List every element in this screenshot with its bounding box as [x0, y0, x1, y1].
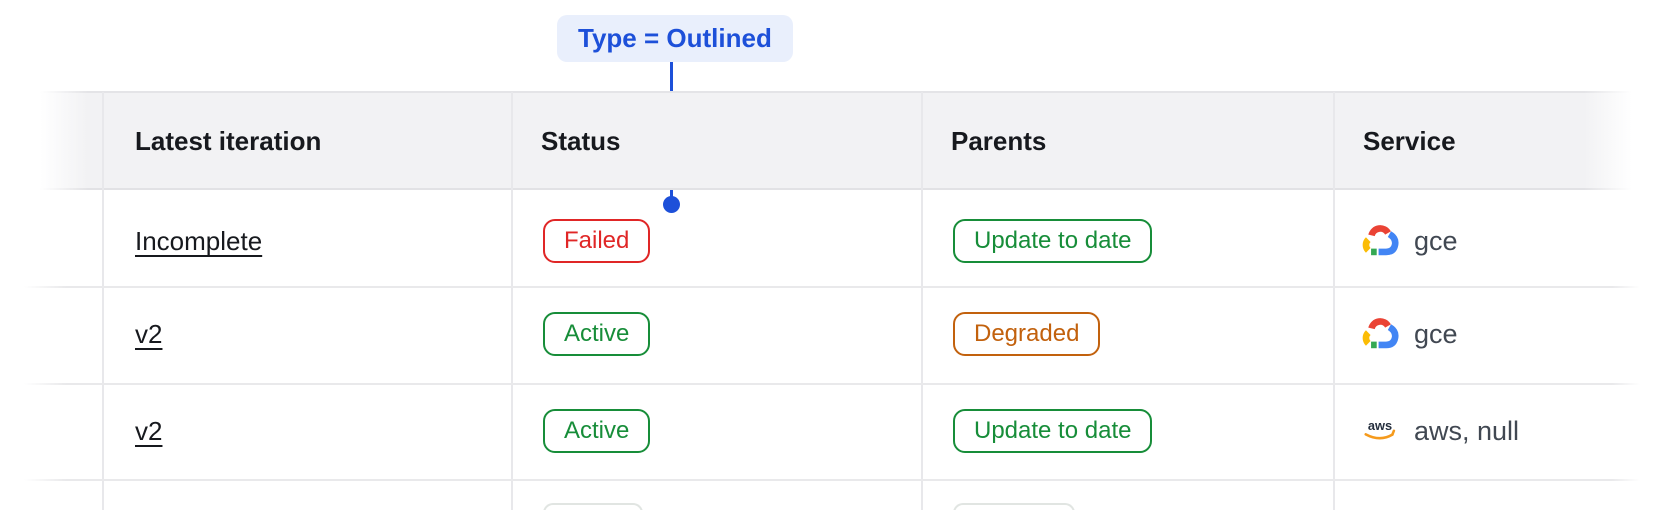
- column-border-1: [102, 92, 104, 510]
- annotation-pill: Type = Outlined: [557, 15, 793, 62]
- latest-iteration-link[interactable]: Incomplete: [135, 226, 263, 256]
- svg-text:aws: aws: [1368, 418, 1392, 433]
- gcp-icon: [1362, 318, 1399, 349]
- column-border-4: [1333, 92, 1335, 510]
- service-label: aws, null: [1414, 416, 1520, 446]
- status-badge: Failed: [543, 219, 651, 263]
- column-border-2: [511, 92, 513, 510]
- table-header-row: [40, 93, 1632, 188]
- row-separator: [24, 286, 1640, 288]
- cutoff-badge-top: [953, 503, 1075, 510]
- gcp-icon: [1362, 225, 1399, 256]
- row-separator: [24, 383, 1640, 385]
- annotation-pointer-dot: [663, 196, 680, 213]
- column-header-latest-iteration: Latest iteration: [135, 126, 322, 156]
- column-header-parents: Parents: [951, 126, 1047, 156]
- cutoff-badge-top: [543, 503, 643, 510]
- parents-badge: Update to date: [953, 219, 1153, 263]
- column-header-status: Status: [541, 126, 621, 156]
- parents-badge: Degraded: [953, 312, 1101, 356]
- row-separator: [24, 479, 1640, 481]
- latest-iteration-link[interactable]: v2: [135, 319, 163, 349]
- service-label: gce: [1414, 226, 1458, 256]
- header-bottom-border: [40, 188, 1632, 190]
- latest-iteration-link[interactable]: v2: [135, 416, 163, 446]
- table-top-border: [40, 91, 1632, 93]
- status-badge: Active: [543, 409, 651, 453]
- aws-icon: aws: [1364, 418, 1396, 440]
- service-label: gce: [1414, 319, 1458, 349]
- column-header-service: Service: [1363, 126, 1456, 156]
- column-border-3: [921, 92, 923, 510]
- parents-badge: Update to date: [953, 409, 1153, 453]
- status-badge: Active: [543, 312, 651, 356]
